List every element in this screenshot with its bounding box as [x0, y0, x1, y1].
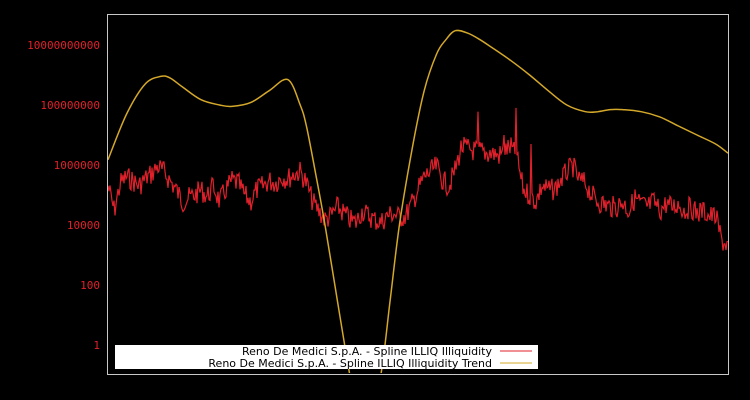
- legend-label-illiquidity: Reno De Medici S.p.A. - Spline ILLIQ Ill…: [242, 345, 492, 358]
- y-tick-label: 10000000000: [27, 39, 100, 52]
- illiquidity-trend-line: [108, 29, 728, 373]
- y-tick-label: 1000000: [54, 159, 100, 172]
- y-tick-label: 100: [80, 279, 100, 292]
- y-axis-ticks: 10000000000 100000000 1000000 10000 100 1: [27, 39, 100, 352]
- legend: Reno De Medici S.p.A. - Spline ILLIQ Ill…: [115, 345, 538, 370]
- legend-box: [115, 345, 538, 369]
- legend-label-trend: Reno De Medici S.p.A. - Spline ILLIQ Ill…: [208, 357, 492, 370]
- y-tick-label: 1: [93, 339, 100, 352]
- y-tick-label: 10000: [67, 219, 100, 232]
- illiquidity-series-line: [108, 107, 728, 251]
- y-tick-label: 100000000: [40, 99, 100, 112]
- plot-frame: [107, 14, 729, 375]
